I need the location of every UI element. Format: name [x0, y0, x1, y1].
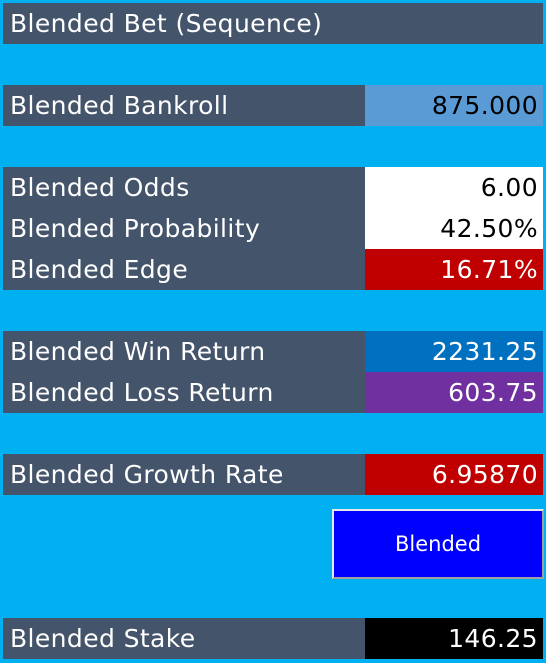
bankroll-row: Blended Bankroll 875.000	[3, 85, 543, 126]
bankroll-value[interactable]: 875.000	[365, 85, 543, 126]
stake-value[interactable]: 146.25	[365, 618, 543, 659]
probability-value[interactable]: 42.50%	[365, 208, 543, 249]
edge-row: Blended Edge 16.71%	[3, 249, 543, 290]
blended-button[interactable]: Blended	[332, 509, 544, 579]
loss-return-row: Blended Loss Return 603.75	[3, 372, 543, 413]
bankroll-label: Blended Bankroll	[3, 85, 365, 126]
probability-label: Blended Probability	[3, 208, 365, 249]
loss-return-value[interactable]: 603.75	[365, 372, 543, 413]
page-title: Blended Bet (Sequence)	[3, 3, 543, 44]
odds-value[interactable]: 6.00	[365, 167, 543, 208]
win-return-label: Blended Win Return	[3, 331, 365, 372]
odds-row: Blended Odds 6.00	[3, 167, 543, 208]
win-return-value[interactable]: 2231.25	[365, 331, 543, 372]
edge-value[interactable]: 16.71%	[365, 249, 543, 290]
win-return-row: Blended Win Return 2231.25	[3, 331, 543, 372]
stake-row: Blended Stake 146.25	[3, 618, 543, 659]
growth-rate-label: Blended Growth Rate	[3, 454, 365, 495]
edge-label: Blended Edge	[3, 249, 365, 290]
odds-label: Blended Odds	[3, 167, 365, 208]
loss-return-label: Blended Loss Return	[3, 372, 365, 413]
header-row: Blended Bet (Sequence)	[3, 3, 543, 44]
growth-rate-row: Blended Growth Rate 6.95870	[3, 454, 543, 495]
probability-row: Blended Probability 42.50%	[3, 208, 543, 249]
growth-rate-value[interactable]: 6.95870	[365, 454, 543, 495]
stake-label: Blended Stake	[3, 618, 365, 659]
